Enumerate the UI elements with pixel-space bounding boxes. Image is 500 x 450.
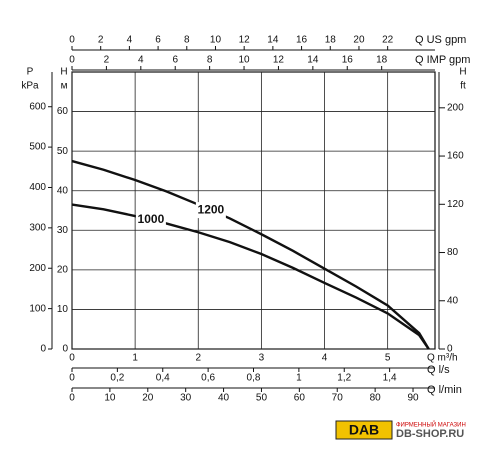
logo-caption: ФИРМЕННЫЙ МАГАЗИН: [396, 421, 466, 429]
top-axis-tick-label: 4: [127, 35, 133, 46]
x-tick-label: 0: [69, 353, 75, 364]
pump-curve: [71, 159, 430, 350]
left-axis-label: kPa: [21, 81, 39, 92]
y2-tick-label: 120: [447, 199, 464, 210]
y-tick-label: 0: [62, 344, 68, 355]
y-axis-label: H: [60, 67, 67, 78]
top-axis-tick-label: 22: [382, 35, 394, 46]
y2-axis-label: ft: [460, 81, 466, 92]
y2-tick-label: 160: [447, 151, 464, 162]
top-axis-tick-label: 0: [69, 35, 75, 46]
bottom-axis-tick-label: 1,2: [337, 373, 351, 384]
left-axis-label: P: [27, 67, 34, 78]
bottom-axis-tick-label: 50: [256, 393, 268, 404]
bottom-axis-tick-label: 0: [69, 393, 75, 404]
top-axis-tick-label: 8: [207, 55, 213, 66]
bottom-axis-tick-label: 70: [332, 393, 344, 404]
curve-label-bg: [135, 211, 166, 228]
top-axis-tick-label: 18: [325, 35, 337, 46]
x-tick-label: 3: [259, 353, 265, 364]
curve-label: 1200: [198, 202, 225, 216]
y2-tick-label: 0: [447, 344, 453, 355]
bottom-axis-label: Q l/s: [427, 364, 450, 376]
bottom-axis-tick-label: 40: [218, 393, 230, 404]
y2-tick-label: 80: [447, 247, 459, 258]
y-tick-label: 50: [57, 146, 69, 157]
top-axis-tick-label: 0: [69, 55, 75, 66]
top-axis-tick-label: 12: [273, 55, 285, 66]
y2-axis-label: H: [459, 67, 466, 78]
x-tick-label: 2: [195, 353, 201, 364]
logo-site: DB-SHOP.RU: [396, 428, 464, 440]
x-tick-label: 1: [132, 353, 138, 364]
bottom-axis-tick-label: 0: [69, 373, 75, 384]
y-tick-label: 20: [57, 264, 69, 275]
top-axis-tick-label: 20: [353, 35, 365, 46]
top-axis-tick-label: 18: [376, 55, 388, 66]
top-axis-tick-label: 12: [239, 35, 251, 46]
y-tick-label: 40: [57, 185, 69, 196]
left-axis-tick-label: 600: [29, 101, 46, 112]
pump-curve: [71, 203, 430, 350]
top-axis-tick-label: 6: [155, 35, 161, 46]
bottom-axis-tick-label: 0,8: [247, 373, 261, 384]
y2-tick-label: 40: [447, 295, 459, 306]
bottom-axis-tick-label: 80: [370, 393, 382, 404]
bottom-axis-tick-label: 60: [294, 393, 306, 404]
bottom-axis-tick-label: 30: [180, 393, 192, 404]
y-axis-label: м: [61, 81, 68, 92]
logo-brand: DAB: [349, 422, 379, 438]
top-axis-tick-label: 6: [172, 55, 178, 66]
bottom-axis-tick-label: 0,2: [110, 373, 124, 384]
top-axis-label: Q US gpm: [415, 34, 466, 46]
top-axis-label: Q IMP gpm: [415, 54, 470, 66]
top-axis-tick-label: 14: [307, 55, 319, 66]
logo-box: [335, 420, 393, 440]
y2-tick-label: 200: [447, 102, 464, 113]
bottom-axis-tick-label: 0,6: [201, 373, 215, 384]
bottom-axis-tick-label: 1: [296, 373, 302, 384]
y-tick-label: 60: [57, 106, 69, 117]
top-axis-tick-label: 10: [238, 55, 250, 66]
logo: DAB ФИРМЕННЫЙ МАГАЗИН DB-SHOP.RU: [335, 420, 466, 440]
bottom-axis-tick-label: 0,4: [156, 373, 170, 384]
top-axis-tick-label: 10: [210, 35, 222, 46]
top-axis-tick-label: 2: [98, 35, 104, 46]
left-axis-tick-label: 500: [29, 142, 46, 153]
x-tick-label: 5: [385, 353, 391, 364]
curve-label: 1000: [138, 212, 165, 226]
y-tick-label: 30: [57, 225, 69, 236]
top-axis-tick-label: 14: [267, 35, 279, 46]
left-axis-tick-label: 200: [29, 263, 46, 274]
x-axis-label: Q m³/h: [427, 353, 458, 364]
top-axis-tick-label: 16: [342, 55, 354, 66]
bottom-axis-tick-label: 90: [407, 393, 419, 404]
left-axis-tick-label: 0: [40, 344, 46, 355]
left-axis-tick-label: 100: [29, 303, 46, 314]
top-axis-tick-label: 4: [138, 55, 144, 66]
top-axis-tick-label: 2: [104, 55, 110, 66]
bottom-axis-label: Q l/min: [427, 384, 462, 396]
y-tick-label: 10: [57, 304, 69, 315]
left-axis-tick-label: 400: [29, 182, 46, 193]
curve-label-bg: [195, 202, 226, 219]
bottom-axis-tick-label: 1,4: [383, 373, 397, 384]
top-axis-tick-label: 16: [296, 35, 308, 46]
bottom-axis-tick-label: 20: [142, 393, 154, 404]
left-axis-tick-label: 300: [29, 223, 46, 234]
top-axis-tick-label: 8: [184, 35, 190, 46]
bottom-axis-tick-label: 10: [104, 393, 116, 404]
x-tick-label: 4: [322, 353, 328, 364]
